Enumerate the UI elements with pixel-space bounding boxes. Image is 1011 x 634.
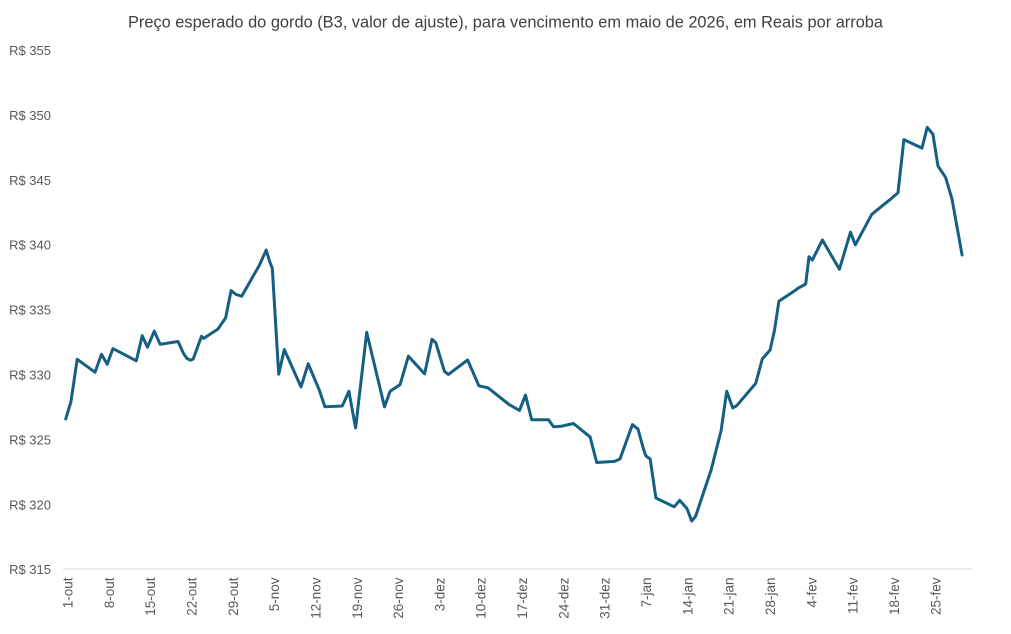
- svg-text:10-dez: 10-dez: [474, 577, 489, 619]
- svg-text:22-out: 22-out: [185, 577, 200, 616]
- svg-text:24-dez: 24-dez: [556, 577, 571, 619]
- svg-text:R$ 325: R$ 325: [9, 432, 51, 447]
- svg-text:15-out: 15-out: [143, 577, 158, 616]
- svg-text:R$ 330: R$ 330: [9, 368, 51, 383]
- svg-text:8-out: 8-out: [102, 577, 117, 608]
- svg-text:3-dez: 3-dez: [432, 577, 447, 611]
- svg-text:Preço esperado do gordo (B3, v: Preço esperado do gordo (B3, valor de aj…: [128, 12, 884, 31]
- svg-text:R$ 345: R$ 345: [9, 173, 51, 188]
- svg-text:11-fev: 11-fev: [846, 577, 861, 614]
- svg-text:25-fev: 25-fev: [928, 577, 943, 615]
- svg-text:31-dez: 31-dez: [598, 577, 613, 619]
- svg-text:18-fev: 18-fev: [887, 577, 902, 615]
- svg-text:29-out: 29-out: [226, 577, 241, 616]
- svg-text:R$ 320: R$ 320: [9, 497, 51, 512]
- svg-text:R$ 315: R$ 315: [9, 562, 51, 577]
- svg-text:R$ 350: R$ 350: [9, 108, 51, 123]
- svg-text:21-jan: 21-jan: [722, 578, 737, 616]
- svg-text:26-nov: 26-nov: [391, 577, 406, 619]
- svg-text:17-dez: 17-dez: [515, 577, 530, 619]
- svg-text:28-jan: 28-jan: [763, 578, 778, 616]
- svg-text:12-nov: 12-nov: [308, 577, 323, 619]
- svg-text:5-nov: 5-nov: [267, 577, 282, 611]
- svg-text:19-nov: 19-nov: [350, 577, 365, 619]
- svg-text:R$ 335: R$ 335: [9, 303, 51, 318]
- svg-text:7-jan: 7-jan: [639, 578, 654, 608]
- svg-text:1-out: 1-out: [61, 577, 76, 608]
- svg-text:R$ 355: R$ 355: [9, 43, 51, 58]
- svg-text:14-jan: 14-jan: [680, 578, 695, 616]
- svg-text:4-fev: 4-fev: [804, 577, 819, 607]
- svg-text:R$ 340: R$ 340: [9, 238, 51, 253]
